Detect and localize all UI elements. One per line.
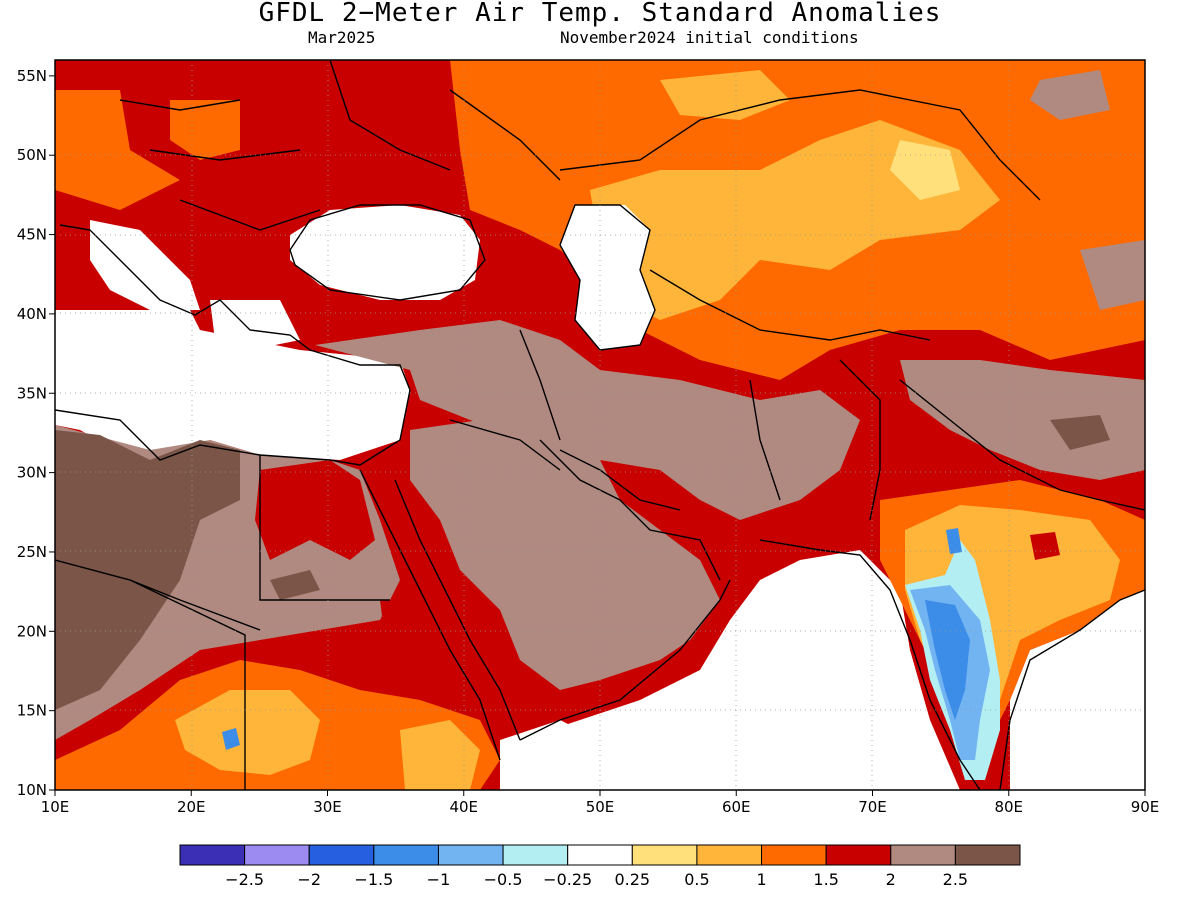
initial-conditions: November2024 initial conditions	[560, 28, 859, 47]
region-ethiopia-yellow	[400, 720, 480, 790]
latitude-ticks: 10N 15N 20N 25N 30N 35N 40N 45N 50N 55N	[17, 67, 55, 799]
lat-tick-label: 50N	[17, 146, 47, 164]
region-tibet-dark	[1050, 415, 1110, 450]
black-sea-blank	[290, 205, 480, 300]
colorbar-label: −1	[427, 870, 451, 889]
lon-tick-label: 80E	[994, 798, 1023, 816]
region-india-blue	[925, 600, 970, 720]
border-libya-egypt	[259, 455, 390, 601]
mediterranean-blank	[55, 310, 410, 470]
region-india-blue-north	[946, 528, 962, 554]
colorbar-label: −2.5	[225, 870, 264, 889]
lon-tick-label: 90E	[1131, 798, 1160, 816]
region-kazakh-light	[890, 140, 960, 200]
anomaly-field	[55, 60, 1145, 790]
colorbar-swatch	[890, 844, 956, 866]
coast-red-sea	[359, 469, 521, 761]
coast-black-sea	[289, 204, 486, 301]
colorbar-label: 2	[886, 870, 896, 889]
colorbar-label: 0.5	[684, 870, 709, 889]
colorbar-swatch	[437, 844, 504, 866]
lat-tick-label: 20N	[17, 622, 47, 640]
colorbar-swatch	[308, 844, 375, 866]
lat-tick-label: 55N	[17, 67, 47, 85]
region-libya-dark	[55, 430, 240, 710]
lon-tick-label: 30E	[313, 798, 342, 816]
lon-tick-label: 70E	[858, 798, 887, 816]
colorbar-swatch	[631, 844, 698, 866]
colorbar-swatch	[567, 844, 633, 866]
chart-title: GFDL 2−Meter Air Temp. Standard Anomalie…	[258, 0, 942, 28]
lat-tick-label: 35N	[17, 384, 47, 402]
colorbar-swatch	[954, 844, 1021, 866]
coastlines	[55, 60, 1145, 790]
colorbar-label: −2	[297, 870, 321, 889]
coast-persian-gulf	[539, 439, 721, 581]
region-india-red-spot	[1030, 532, 1060, 560]
region-europe-west-orange	[55, 90, 180, 210]
region-europe-north-orange	[170, 100, 240, 160]
lon-tick-label: 60E	[722, 798, 751, 816]
adriatic-blank	[90, 220, 200, 310]
border-iran-iraq	[449, 329, 561, 471]
colorbar-label: −1.5	[354, 870, 393, 889]
bay-bengal-blank	[1010, 590, 1145, 790]
lat-tick-label: 45N	[17, 226, 47, 244]
longitude-ticks: 10E 20E 30E 40E 50E 60E 70E 80E 90E	[41, 790, 1160, 816]
region-arabia-brown	[410, 420, 720, 690]
region-libya-dark-small	[270, 570, 320, 600]
colorbar-label: 1	[756, 870, 766, 889]
coast-mediterranean	[55, 224, 411, 466]
lat-tick-label: 25N	[17, 543, 47, 561]
region-egypt-red	[255, 460, 375, 560]
region-iran-brown	[315, 320, 860, 520]
colorbar-label: −0.25	[543, 870, 592, 889]
border-chad	[55, 559, 246, 790]
colorbar-swatch	[502, 844, 569, 866]
colorbar-swatch	[179, 844, 246, 866]
border-europe	[119, 60, 561, 231]
lat-tick-label: 10N	[17, 781, 47, 799]
border-himalaya	[899, 379, 1145, 511]
gridlines	[55, 60, 1145, 790]
lon-tick-label: 40E	[449, 798, 478, 816]
colorbar-swatch	[696, 844, 763, 866]
region-mongolia-brown	[1030, 70, 1110, 120]
colorbar-label: −0.5	[484, 870, 523, 889]
colorbar-label: 0.25	[614, 870, 650, 889]
caspian-blank	[560, 205, 655, 350]
lon-tick-label: 50E	[586, 798, 615, 816]
lat-tick-label: 30N	[17, 464, 47, 482]
colorbar-label: 2.5	[943, 870, 968, 889]
lat-tick-label: 15N	[17, 702, 47, 720]
forecast-month: Mar2025	[308, 28, 376, 47]
coast-caspian	[559, 204, 656, 351]
colorbar-swatch	[825, 844, 892, 866]
lon-tick-label: 10E	[41, 798, 70, 816]
colorbar-swatch	[373, 844, 439, 866]
lon-tick-label: 20E	[177, 798, 206, 816]
coast-arabia-south	[519, 579, 731, 741]
colorbar-swatch	[244, 844, 310, 866]
colorbar-swatch	[761, 844, 827, 866]
lat-tick-label: 40N	[17, 305, 47, 323]
coast-india	[759, 539, 1145, 790]
region-kazakh-north-yellow	[660, 70, 790, 120]
border-kazakhstan	[559, 89, 1041, 201]
region-sudan-blue-spot	[222, 728, 240, 750]
region-redsea-red	[380, 600, 480, 720]
region-tibet-brown	[900, 360, 1145, 480]
border-pakistan	[749, 359, 881, 521]
region-east-brown	[1080, 240, 1145, 310]
colorbar-label: 1.5	[813, 870, 838, 889]
region-sudan-yellow	[175, 690, 320, 775]
colorbar: −2.5 −2 −1.5 −1 −0.5 −0.25 0.25 0.5 1 1.5 2 2.5	[179, 844, 1021, 889]
border-chad-libya	[129, 579, 261, 631]
border-central-asia	[649, 269, 931, 341]
arabian-sea-blank	[520, 550, 960, 790]
